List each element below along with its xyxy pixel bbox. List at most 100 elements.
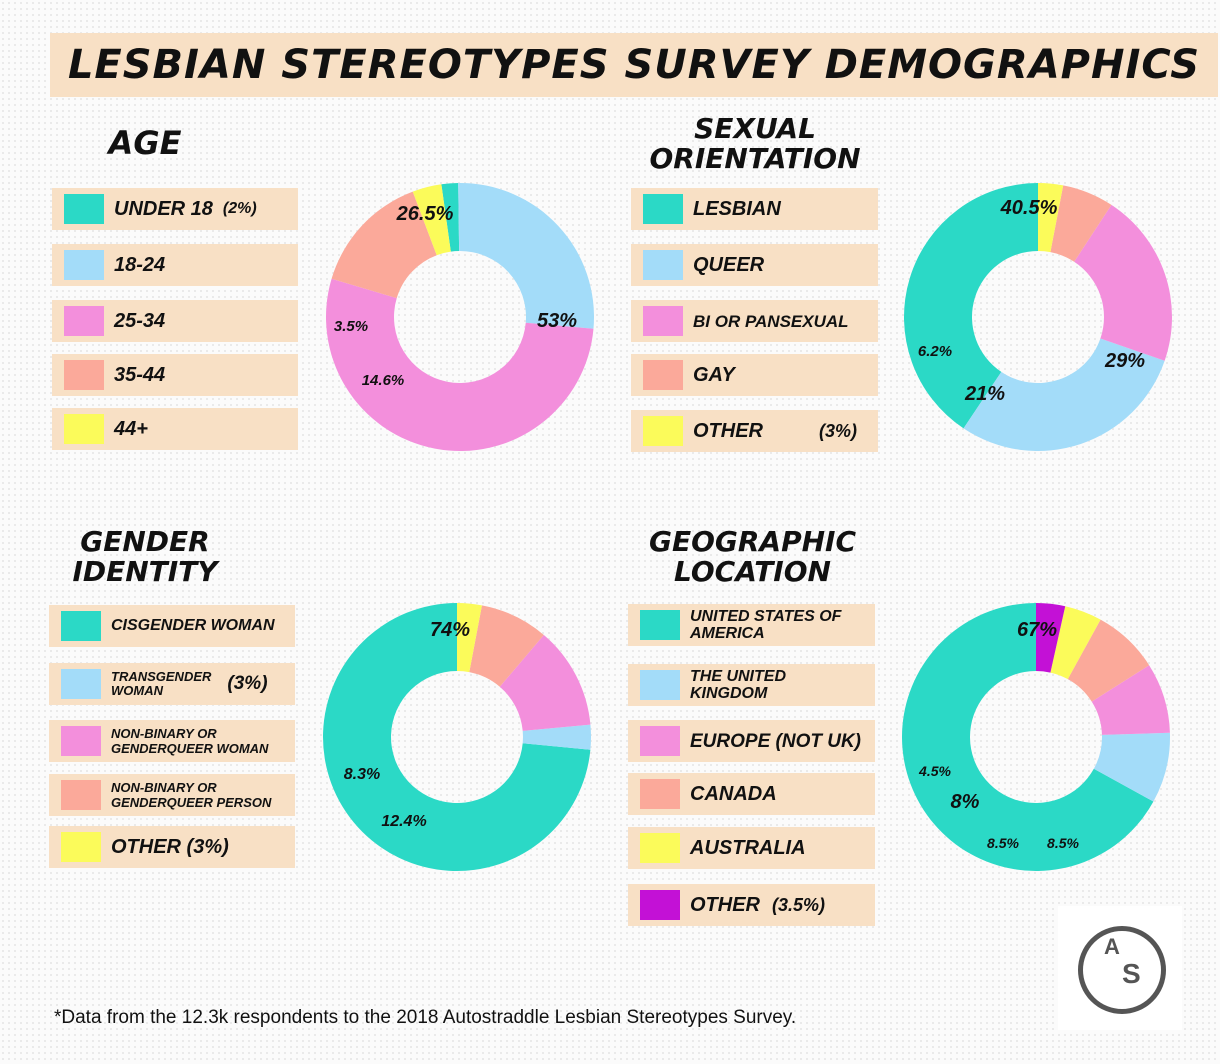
- donut-slice-non-binary-or-genderqueer-woman: [499, 634, 591, 731]
- legend-note: (3%): [819, 420, 858, 441]
- donut-slice-australia: [1050, 606, 1101, 680]
- donut-slice-gay: [1050, 185, 1112, 262]
- legend-swatch: [64, 250, 104, 280]
- legend-label-line: WOMAN: [111, 683, 163, 698]
- legend-swatch: [643, 306, 683, 336]
- geo-heading-line: LOCATION: [674, 555, 831, 588]
- legend-label-line: NON-BINARY OR: [111, 780, 217, 795]
- legend-label: 35-44: [114, 363, 166, 386]
- donut-slice-other: [1038, 183, 1064, 253]
- legend-label: OTHER: [690, 893, 760, 916]
- slice-data-label: 4.5%: [918, 763, 951, 779]
- donut-slice-18-24: [458, 183, 594, 329]
- gender-legend-item: TRANSGENDER WOMAN (3%): [49, 663, 295, 705]
- age-legend-item: 35-44: [52, 354, 298, 396]
- slice-data-label: 21%: [964, 383, 1005, 405]
- slice-data-label: 6.2%: [918, 343, 952, 360]
- geo-legend-item: EUROPE (NOT UK): [628, 720, 875, 762]
- legend-label: UNDER 18: [114, 197, 213, 220]
- gender-donut-chart: 74% 12.4% 8.3%: [323, 603, 591, 871]
- legend-label-line: NON-BINARY OR: [111, 726, 217, 741]
- legend-label-line: UNITED STATES OF: [690, 608, 842, 625]
- gender-legend-item: NON-BINARY OR GENDERQUEER PERSON: [49, 774, 295, 816]
- legend-swatch: [640, 726, 680, 756]
- geo-legend-item: THE UNITED KINGDOM: [628, 664, 875, 706]
- donut-slice-transgender-woman: [522, 724, 591, 750]
- slice-data-label: 8.3%: [344, 766, 380, 783]
- orientation-donut-chart: 40.5% 29% 21% 6.2%: [904, 183, 1172, 451]
- age-heading-line: AGE: [108, 124, 182, 162]
- legend-label: TRANSGENDER WOMAN: [111, 670, 211, 698]
- orientation-legend-item: LESBIAN: [631, 188, 878, 230]
- autostraddle-logo: A S: [1058, 906, 1182, 1030]
- donut-slice-44-: [412, 184, 451, 256]
- orientation-legend-item: QUEER: [631, 244, 878, 286]
- gender-heading-line: IDENTITY: [72, 555, 218, 588]
- legend-label: 44+: [114, 417, 148, 440]
- logo-circle: [1078, 926, 1166, 1014]
- orientation-legend-item: GAY: [631, 354, 878, 396]
- footnote: *Data from the 12.3k respondents to the …: [54, 1007, 797, 1028]
- legend-swatch: [61, 780, 101, 810]
- orientation-heading-line: SEXUAL: [694, 112, 816, 145]
- legend-label: 25-34: [114, 309, 166, 332]
- legend-label-line: AMERICA: [690, 625, 765, 642]
- donut-slice-under-18: [441, 183, 460, 252]
- orientation-heading: SEXUAL ORIENTATION: [640, 114, 870, 174]
- slice-data-label: 67%: [1017, 619, 1057, 641]
- legend-swatch: [640, 833, 680, 863]
- slice-data-label: 14.6%: [362, 372, 405, 389]
- slice-data-label: 3.5%: [334, 318, 368, 335]
- donut-slice-25-34: [325, 278, 594, 452]
- orientation-legend-item: BI OR PANSEXUAL: [631, 300, 878, 342]
- legend-label-line: THE UNITED: [690, 668, 786, 685]
- geo-heading-line: GEOGRAPHIC: [648, 525, 857, 558]
- geo-donut-chart: 67% 8.5% 8.5% 8%4.5%: [902, 603, 1170, 871]
- legend-swatch: [61, 669, 101, 699]
- legend-label: NON-BINARY OR GENDERQUEER PERSON: [111, 780, 271, 810]
- age-legend-item: 44+: [52, 408, 298, 450]
- logo-letter-s: S: [1122, 958, 1141, 989]
- slice-data-label: 8%: [951, 791, 980, 813]
- legend-note: (3.5%): [772, 894, 826, 915]
- geo-legend-item: CANADA: [628, 773, 875, 815]
- gender-heading: GENDER IDENTITY: [60, 527, 230, 587]
- legend-label: BI OR PANSEXUAL: [693, 311, 849, 331]
- slice-data-label: 8.5%: [987, 835, 1019, 851]
- legend-swatch: [640, 610, 680, 640]
- legend-swatch: [640, 670, 680, 700]
- donut-slice-cisgender-woman: [323, 603, 591, 871]
- donut-slice-non-binary-or-genderqueer-person: [469, 605, 544, 687]
- legend-label: OTHER (3%): [111, 835, 229, 858]
- legend-swatch: [64, 194, 104, 224]
- donut-slice-united-states-of-america: [902, 603, 1154, 871]
- geo-legend-item: OTHER (3.5%): [628, 884, 875, 926]
- legend-swatch: [61, 832, 101, 862]
- slice-data-label: 53%: [537, 310, 577, 332]
- legend-label-line: GENDERQUEER WOMAN: [111, 741, 269, 756]
- legend-swatch: [640, 779, 680, 809]
- donut-slice-bi-or-pansexual: [1074, 204, 1172, 361]
- age-legend-item: UNDER 18 (2%): [52, 188, 298, 230]
- legend-label: 18-24: [114, 253, 166, 276]
- donut-slice-other: [1036, 603, 1066, 673]
- geo-legend-item: UNITED STATES OF AMERICA: [628, 604, 875, 646]
- donut-slice-canada: [1067, 619, 1150, 702]
- legend-note: (2%): [222, 200, 257, 217]
- donut-slice-queer: [963, 338, 1165, 451]
- legend-swatch: [643, 416, 683, 446]
- legend-swatch: [64, 414, 104, 444]
- title-banner: LESBIAN STEREOTYPES SURVEY DEMOGRAPHICS: [50, 33, 1218, 97]
- donut-slice-the-united-kingdom: [1093, 732, 1170, 802]
- slice-data-label: 40.5%: [1000, 197, 1058, 219]
- gender-legend-item: CISGENDER WOMAN: [49, 605, 295, 647]
- legend-label: EUROPE (NOT UK): [690, 730, 861, 752]
- legend-label-line: TRANSGENDER: [111, 669, 212, 684]
- legend-swatch: [61, 726, 101, 756]
- legend-label: CANADA: [690, 782, 777, 805]
- gender-heading-line: GENDER: [80, 525, 210, 558]
- donut-slice-europe-not-uk-: [1091, 665, 1170, 735]
- gender-legend-item: NON-BINARY OR GENDERQUEER WOMAN: [49, 720, 295, 762]
- gender-legend-item: OTHER (3%): [49, 826, 295, 868]
- legend-swatch: [64, 306, 104, 336]
